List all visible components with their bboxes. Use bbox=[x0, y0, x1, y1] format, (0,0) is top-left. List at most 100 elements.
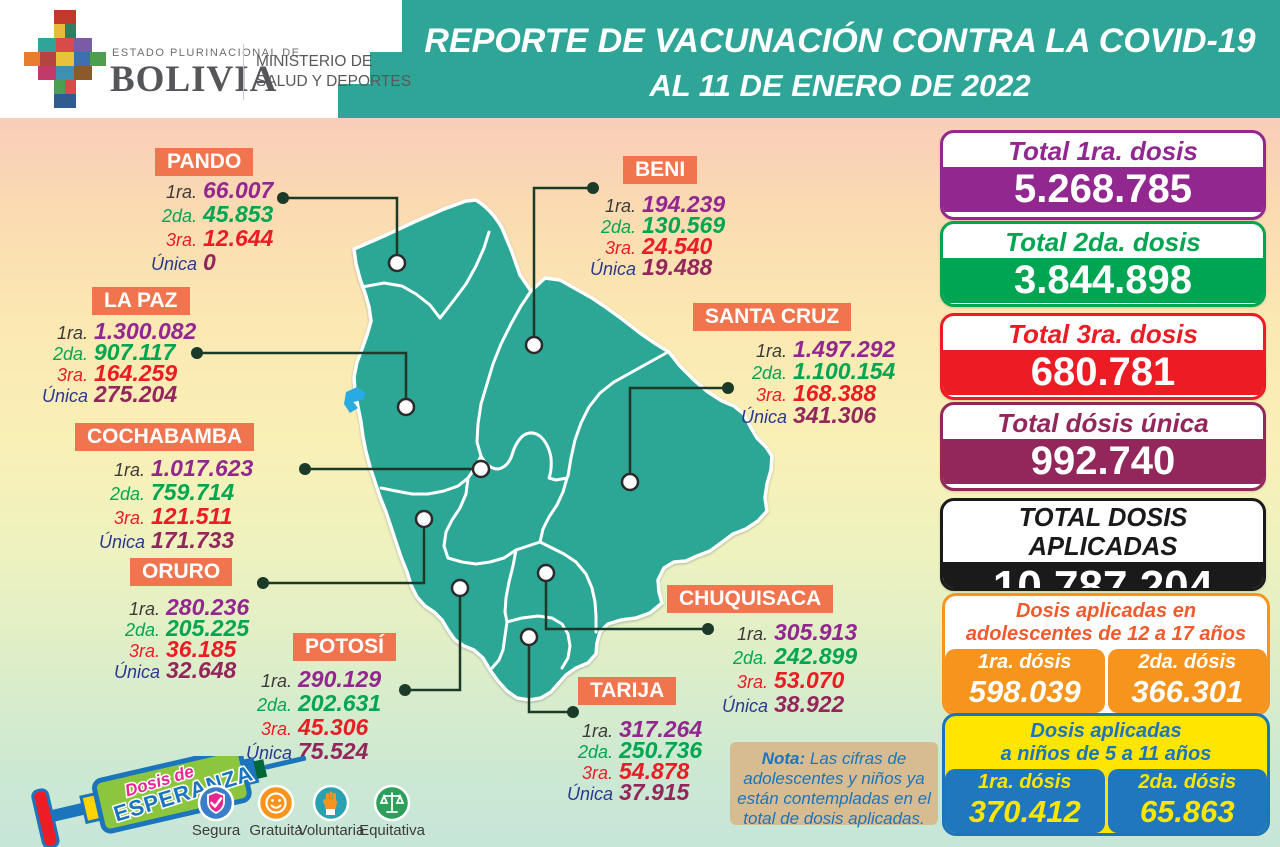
dose-row: Única 37.915 bbox=[566, 779, 690, 805]
first-dose-cell: 1ra. dósis 598.039 bbox=[945, 649, 1105, 713]
dose-row: 1ra. 1.017.623 bbox=[113, 455, 254, 481]
total-card-title: Total 1ra. dosis bbox=[1008, 136, 1198, 166]
dose-row: 3ra. 24.540 bbox=[604, 233, 713, 259]
dose-row: 2da. 1.100.154 bbox=[751, 358, 896, 384]
dose-row: 1ra. 290.129 bbox=[260, 666, 382, 692]
dose-row: 1ra. 317.264 bbox=[581, 716, 703, 742]
dose-row: 3ra. 12.644 bbox=[165, 225, 274, 251]
voluntary-raised-hand-icon bbox=[312, 784, 350, 822]
syringe-hub bbox=[253, 759, 268, 779]
connector-label-dots bbox=[191, 182, 734, 718]
department-title: LA PAZ bbox=[92, 287, 190, 315]
dose-label: 1ra. dósis bbox=[978, 651, 1072, 673]
dose-row: 3ra. 164.259 bbox=[56, 360, 178, 386]
card-title-line1: Dosis aplicadas bbox=[1030, 720, 1182, 742]
ministry-line2: SALUD Y DEPORTES bbox=[256, 73, 412, 90]
value-label-equitativa: Equitativa bbox=[359, 822, 425, 839]
connector-lines bbox=[197, 186, 728, 714]
value-label-gratuita: Gratuita bbox=[249, 822, 303, 839]
dose-row: 2da. 242.899 bbox=[732, 643, 858, 669]
map-marker-dots bbox=[387, 253, 640, 647]
second-dose-cell: 2da. dósis 65.863 bbox=[1107, 769, 1267, 833]
syringe-plunger-rod bbox=[51, 802, 88, 822]
dose-row: 2da. 45.853 bbox=[161, 201, 274, 227]
syringe-needle bbox=[264, 756, 307, 770]
note-label: Nota: bbox=[761, 749, 806, 768]
dose-row: 1ra. 1.300.082 bbox=[56, 318, 197, 344]
total-card-value: 5.268.785 bbox=[943, 167, 1263, 212]
note-box: Nota: Las cifras de adolescentes y niños… bbox=[730, 742, 938, 828]
dose-row: 2da. 250.736 bbox=[577, 737, 703, 763]
card-title-line2: adolescentes de 12 a 17 años bbox=[965, 623, 1247, 645]
lake-titicaca bbox=[344, 387, 366, 413]
dose-row: 2da. 202.631 bbox=[256, 690, 382, 716]
bolivia-mosaic-logo bbox=[24, 10, 106, 108]
logo-pretitle: ESTADO PLURINACIONAL DE bbox=[112, 47, 301, 59]
dose-row: 1ra. 1.497.292 bbox=[755, 336, 896, 362]
total-card-value: 10.787.204 bbox=[943, 562, 1263, 588]
dose-row: 3ra. 53.070 bbox=[736, 667, 845, 693]
card-title-line2: a niños de 5 a 11 años bbox=[1000, 743, 1212, 765]
free-smiley-icon bbox=[257, 784, 295, 822]
dose-row: Única 341.306 bbox=[740, 402, 877, 428]
dose-value: 65.863 bbox=[1139, 794, 1235, 829]
bolivia-country-shape bbox=[352, 198, 774, 702]
total-card-first-dose: Total 1ra. dosis 5.268.785 bbox=[940, 130, 1266, 220]
dose-row: Única 19.488 bbox=[589, 254, 713, 280]
dose-row: Única 75.524 bbox=[245, 738, 369, 764]
dose-value: 366.301 bbox=[1131, 674, 1244, 709]
card-title: Dosis aplicadas a niños de 5 a 11 años bbox=[945, 716, 1267, 769]
dose-value: 598.039 bbox=[968, 674, 1081, 709]
dose-row: 1ra. 194.239 bbox=[604, 191, 726, 217]
dose-row: Única 0 bbox=[150, 249, 216, 275]
dose-row: 2da. 130.569 bbox=[600, 212, 726, 238]
card-title-line1: Dosis aplicadas en bbox=[1015, 600, 1197, 622]
total-card-title: TOTAL DOSIS APLICADAS bbox=[1018, 504, 1188, 561]
department-title: SANTA CRUZ bbox=[693, 303, 852, 331]
department-title: TARIJA bbox=[578, 677, 677, 705]
children-doses-card: Dosis aplicadas a niños de 5 a 11 años 1… bbox=[942, 713, 1270, 836]
dose-row: Única 275.204 bbox=[41, 381, 178, 407]
dose-row: 3ra. 168.388 bbox=[755, 380, 877, 406]
dose-row: Única 38.922 bbox=[721, 691, 845, 717]
adolescents-doses-card: Dosis aplicadas en adolescentes de 12 a … bbox=[942, 593, 1270, 716]
total-card-title: Total dósis única bbox=[997, 408, 1209, 438]
dose-row: 1ra. 280.236 bbox=[128, 594, 250, 620]
dose-row: 3ra. 54.878 bbox=[581, 758, 690, 784]
total-card-title: Total 2da. dosis bbox=[1005, 227, 1201, 257]
total-card-second-dose: Total 2da. dosis 3.844.898 bbox=[940, 221, 1266, 307]
total-card-value: 3.844.898 bbox=[943, 258, 1263, 303]
header-bar: ESTADO PLURINACIONAL DE BOLIVIA MINISTER… bbox=[0, 0, 1280, 118]
logo-divider bbox=[243, 44, 244, 100]
equitable-scales-icon bbox=[373, 784, 411, 822]
dose-row: 3ra. 45.306 bbox=[260, 714, 369, 740]
dose-label: 2da. dósis bbox=[1138, 771, 1237, 793]
hope-dose-syringe-graphic: Dosis de ESPERANZA bbox=[31, 756, 307, 847]
logo-country-name: BOLIVIA bbox=[110, 59, 278, 100]
total-card-single-dose: Total dósis única 992.740 bbox=[940, 402, 1266, 491]
safe-shield-icon bbox=[197, 784, 235, 822]
dose-row: 2da. 205.225 bbox=[124, 615, 250, 641]
dose-row: 3ra. 36.185 bbox=[128, 636, 237, 662]
dose-row: 2da. 759.714 bbox=[109, 479, 235, 505]
total-card-value: 992.740 bbox=[943, 439, 1263, 484]
dose-row: Única 32.648 bbox=[113, 657, 237, 683]
report-title-line1: REPORTE DE VACUNACIÓN CONTRA LA COVID-19 bbox=[424, 22, 1256, 60]
total-card-title: Total 3ra. dosis bbox=[1008, 319, 1198, 349]
department-title: CHUQUISACA bbox=[667, 585, 834, 613]
value-label-segura: Segura bbox=[191, 822, 241, 839]
dose-label: 2da. dósis bbox=[1138, 651, 1237, 673]
dose-value: 370.412 bbox=[968, 794, 1081, 829]
ministry-line1: MINISTERIO DE bbox=[256, 53, 373, 70]
second-dose-cell: 2da. dósis 366.301 bbox=[1107, 649, 1267, 713]
department-title: BENI bbox=[623, 156, 698, 184]
department-title: POTOSÍ bbox=[293, 633, 396, 661]
department-title: COCHABAMBA bbox=[75, 423, 255, 451]
ministry-name: MINISTERIO DE SALUD Y DEPORTES bbox=[256, 52, 411, 92]
value-label-voluntaria: Voluntaria bbox=[297, 822, 365, 839]
department-title: PANDO bbox=[155, 148, 254, 176]
dose-row: 2da. 907.117 bbox=[52, 339, 176, 365]
total-card-third-dose: Total 3ra. dosis 680.781 bbox=[940, 313, 1266, 400]
